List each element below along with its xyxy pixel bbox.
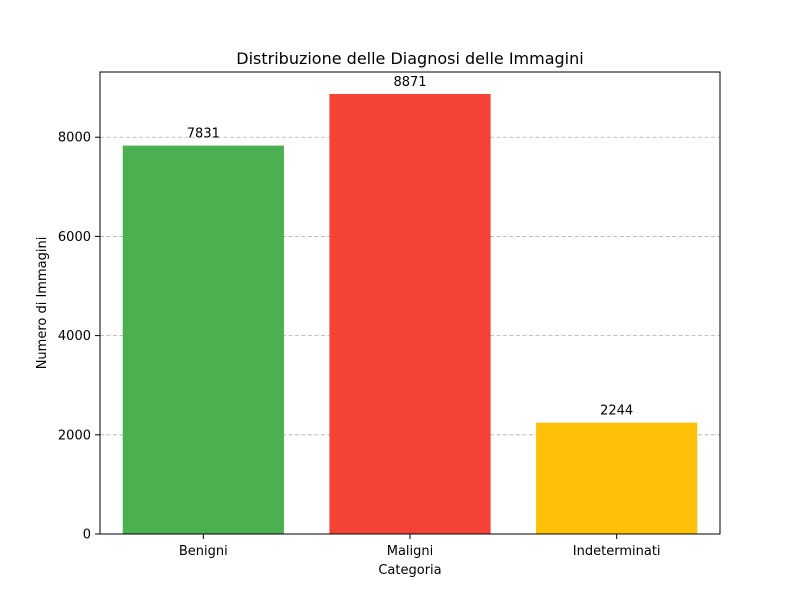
x-tick-label-benigni: Benigni [179,544,228,559]
y-axis-label: Numero di Immagini [35,237,50,370]
y-tick-label-3: 6000 [58,230,91,245]
y-tick-label-1: 2000 [58,428,91,443]
y-tick-label-0: 0 [83,528,91,543]
bar-benigni [122,145,284,534]
bars [122,94,698,535]
x-tick-label-maligni: Maligni [387,544,434,559]
data-label-benigni: 7831 [187,127,220,142]
bar-maligni [329,94,491,535]
y-tick-label-2: 4000 [58,329,91,344]
chart-title: Distribuzione delle Diagnosi delle Immag… [236,49,583,68]
x-tick-label-indeterminati: Indeterminati [573,544,661,559]
data-label-indeterminati: 2244 [600,404,633,419]
data-labels: 7831 8871 2244 [187,75,633,419]
data-label-maligni: 8871 [393,75,426,90]
axes: 0 2000 4000 6000 8000 Benigni Maligni Indetermi… [58,71,721,559]
x-axis-label: Categoria [378,563,441,578]
y-tick-label-4: 8000 [58,131,91,146]
bar-indeterminati [536,422,698,534]
